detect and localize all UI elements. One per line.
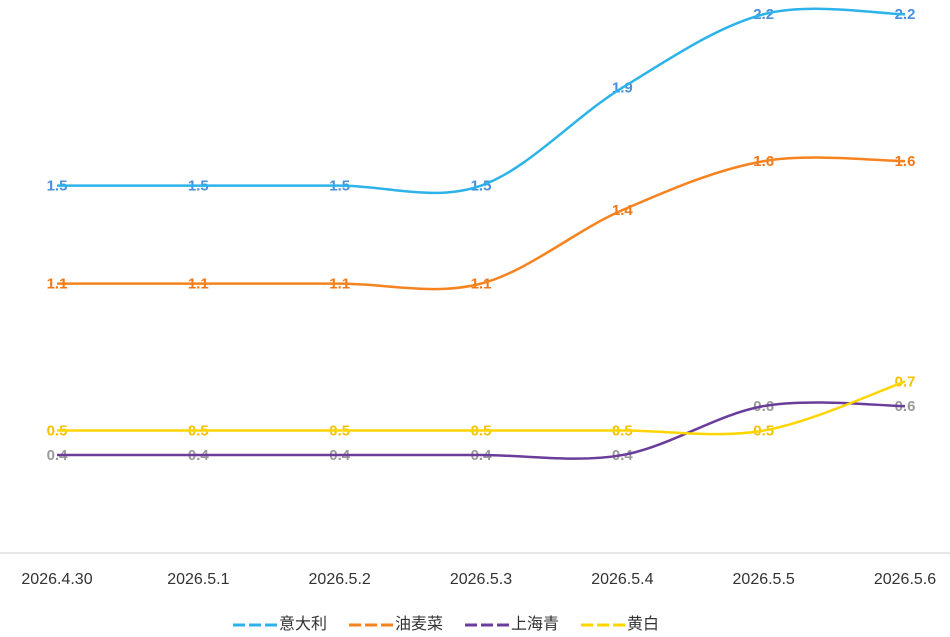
legend-label: 上海青 (511, 615, 559, 633)
x-tick-label: 2026.4.30 (21, 571, 92, 588)
x-tick-label: 2026.5.3 (450, 571, 512, 588)
x-tick-label: 2026.5.2 (309, 571, 371, 588)
legend-item: 意大利 (233, 614, 327, 633)
x-tick-label: 2026.5.1 (167, 571, 229, 588)
legend-item: 油麦菜 (349, 615, 443, 633)
legend-label: 意大利 (279, 614, 327, 633)
legend-label: 黄白 (627, 615, 659, 633)
legend-item: 黄白 (581, 615, 659, 633)
x-tick-label: 2026.5.4 (591, 571, 653, 588)
chart: 2026.4.30 2026.5.1 2026.5.2 2026.5.3 2026.5.… (0, 0, 950, 637)
x-tick-label: 2026.5.5 (733, 571, 795, 588)
x-tick-label: 2026.5.6 (874, 571, 936, 588)
legend-label: 油麦菜 (395, 615, 443, 633)
legend-item: 上海青 (465, 615, 559, 633)
